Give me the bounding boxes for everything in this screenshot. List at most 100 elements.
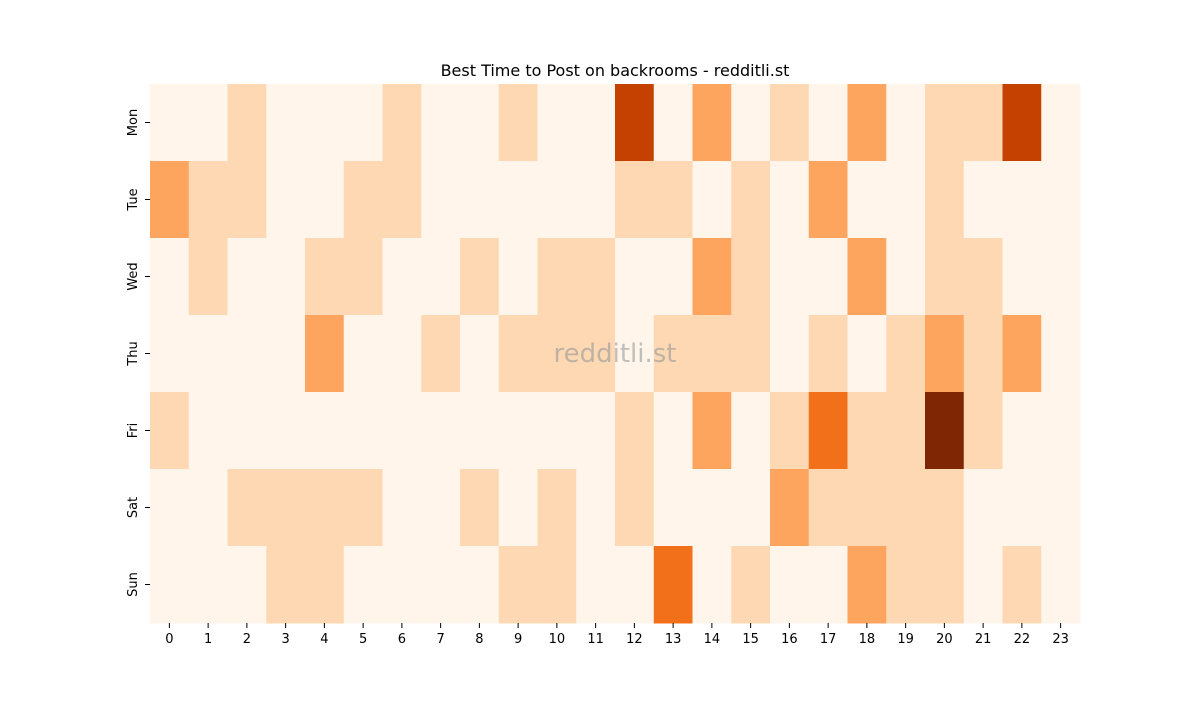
y-tick-label: Fri [126, 423, 141, 439]
heatmap-cell [847, 84, 887, 162]
heatmap-cell [343, 546, 383, 624]
heatmap-cell [963, 392, 1003, 470]
heatmap-cell [227, 315, 267, 393]
heatmap-cell [498, 469, 538, 547]
heatmap-cell [963, 161, 1003, 239]
chart-title: Best Time to Post on backrooms - redditl… [441, 61, 790, 80]
heatmap-cell [460, 238, 500, 316]
heatmap-cell [925, 315, 965, 393]
heatmap-cell [188, 161, 228, 239]
heatmap-cell [498, 84, 538, 162]
heatmap-cell [925, 84, 965, 162]
heatmap-cell [770, 546, 810, 624]
heatmap-cell [847, 546, 887, 624]
heatmap-cell [188, 546, 228, 624]
x-tick-label: 3 [281, 632, 289, 647]
heatmap-cell [498, 392, 538, 470]
heatmap-cell [1002, 315, 1042, 393]
heatmap-cell [653, 161, 693, 239]
y-tick-label: Sat [126, 497, 141, 518]
heatmap-cell [382, 392, 422, 470]
heatmap-cell [1041, 546, 1081, 624]
y-tick-label: Tue [126, 188, 141, 211]
heatmap-cell [460, 315, 500, 393]
heatmap-cell [847, 392, 887, 470]
heatmap-cell [460, 84, 500, 162]
heatmap-cell [1041, 469, 1081, 547]
heatmap-cell [925, 161, 965, 239]
x-tick-label: 18 [859, 632, 876, 647]
heatmap-cell [227, 84, 267, 162]
heatmap-cell [692, 238, 732, 316]
x-tick-label: 1 [204, 632, 212, 647]
x-tick-label: 15 [742, 632, 759, 647]
heatmap-cell [421, 315, 461, 393]
heatmap-cell [886, 392, 926, 470]
heatmap-cell [537, 161, 577, 239]
heatmap-cell [925, 546, 965, 624]
heatmap-cell [150, 546, 190, 624]
heatmap-cell [615, 161, 655, 239]
heatmap-cell [188, 84, 228, 162]
heatmap-cell [1002, 161, 1042, 239]
heatmap-cell [266, 315, 306, 393]
heatmap-cell [808, 84, 848, 162]
heatmap-cell [343, 238, 383, 316]
heatmap-cell [382, 315, 422, 393]
heatmap-cell [188, 392, 228, 470]
heatmap-cell [188, 238, 228, 316]
heatmap-cell [770, 161, 810, 239]
x-tick-label: 16 [781, 632, 798, 647]
heatmap-cell [537, 546, 577, 624]
heatmap-cell [343, 469, 383, 547]
heatmap-cell [421, 392, 461, 470]
heatmap-cell [421, 84, 461, 162]
heatmap-cell [653, 238, 693, 316]
y-tick-label: Sun [126, 572, 141, 597]
heatmap-cell [1002, 469, 1042, 547]
heatmap-cell [343, 392, 383, 470]
x-tick-label: 14 [704, 632, 721, 647]
heatmap-cell [808, 546, 848, 624]
heatmap-cell [770, 84, 810, 162]
heatmap-cell [1041, 161, 1081, 239]
heatmap-cell [305, 392, 345, 470]
x-tick-label: 11 [587, 632, 604, 647]
y-tick-label: Wed [126, 262, 141, 290]
heatmap-cell [498, 161, 538, 239]
heatmap-cell [343, 315, 383, 393]
heatmap-cell [886, 315, 926, 393]
x-tick-label: 21 [975, 632, 992, 647]
heatmap-cell [731, 469, 771, 547]
heatmap-cell [150, 161, 190, 239]
heatmap-cell [615, 315, 655, 393]
x-tick-label: 4 [320, 632, 328, 647]
heatmap-cell [963, 469, 1003, 547]
heatmap-cell [847, 315, 887, 393]
heatmap-cell [498, 546, 538, 624]
heatmap-cell [808, 161, 848, 239]
heatmap-cell [731, 84, 771, 162]
heatmap-cell [615, 238, 655, 316]
heatmap-cell [498, 238, 538, 316]
heatmap-cell [653, 546, 693, 624]
heatmap-cell [692, 315, 732, 393]
x-tick-label: 23 [1052, 632, 1069, 647]
heatmap-cell [1002, 546, 1042, 624]
heatmap-cell [615, 392, 655, 470]
x-tick-label: 0 [165, 632, 173, 647]
heatmap-cell [925, 469, 965, 547]
heatmap-cell [847, 238, 887, 316]
heatmap-cell [537, 392, 577, 470]
x-tick-label: 8 [475, 632, 483, 647]
heatmap-cell [692, 84, 732, 162]
watermark: redditli.st [554, 339, 677, 369]
heatmap-cell [227, 392, 267, 470]
heatmap-cell [576, 315, 616, 393]
x-tick-label: 10 [549, 632, 566, 647]
heatmap-cell [925, 238, 965, 316]
heatmap-cell [886, 469, 926, 547]
heatmap-cell [382, 238, 422, 316]
heatmap-cell [150, 84, 190, 162]
heatmap-cell [847, 469, 887, 547]
